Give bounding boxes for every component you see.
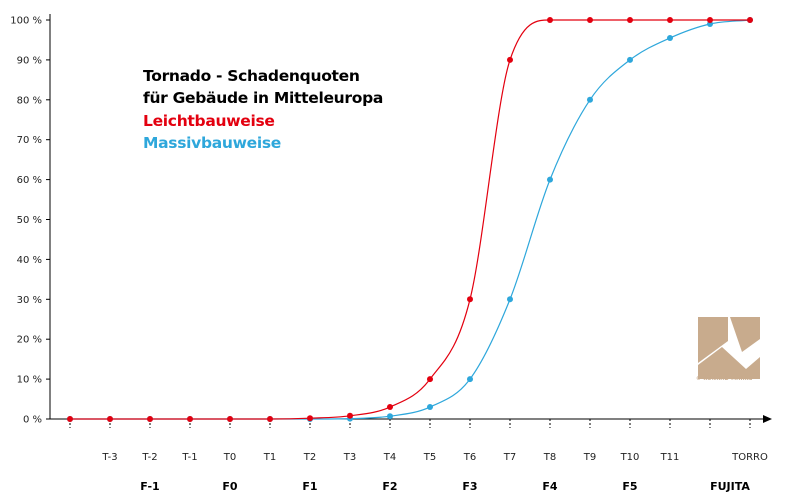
labels-layer: 0 % 10 % 20 % 30 % 40 % 50 % 60 % 70 % 80 % 90 % 1… (10, 16, 768, 494)
data-point-massivbauweise (667, 34, 673, 41)
x-tick-label: T0 (223, 452, 236, 463)
x-tick-label: T1 (263, 452, 276, 463)
data-point-leichtbauweise (107, 416, 113, 422)
legend-series-massivbauweise: Massivbauweise (143, 134, 282, 152)
data-point-leichtbauweise (347, 412, 353, 419)
x-tick-label: T10 (620, 452, 640, 463)
data-point-massivbauweise (427, 404, 433, 411)
x-tick-label: T6 (463, 452, 476, 463)
data-point-leichtbauweise (467, 296, 473, 303)
y-tick-label: 60 % (17, 175, 42, 186)
y-tick-label: 20 % (17, 335, 42, 346)
data-point-leichtbauweise (187, 416, 193, 422)
fujita-label: F4 (542, 480, 558, 493)
x-tick-label: T4 (383, 452, 396, 463)
x-tick-label: T7 (503, 452, 516, 463)
x-tick-label: T8 (543, 452, 556, 463)
fujita-label: F1 (302, 480, 317, 493)
fujita-label: F-1 (140, 480, 159, 493)
data-point-leichtbauweise (627, 17, 633, 23)
data-point-leichtbauweise (67, 416, 73, 422)
data-point-leichtbauweise (387, 404, 393, 411)
data-point-massivbauweise (587, 96, 593, 103)
y-tick-label: 40 % (17, 255, 42, 266)
x-tick-label: T-2 (141, 452, 157, 463)
x-tick-label: T11 (660, 452, 680, 463)
x-tick-label: T3 (343, 452, 356, 463)
y-tick-label: 90 % (17, 55, 42, 66)
konrad-marks-logo-icon (698, 317, 760, 379)
data-point-leichtbauweise (587, 17, 593, 23)
fujita-label: F3 (462, 480, 477, 493)
data-point-leichtbauweise (707, 17, 713, 23)
data-point-massivbauweise (507, 296, 513, 303)
fujita-label: F0 (222, 480, 238, 493)
data-point-leichtbauweise (147, 416, 153, 422)
data-point-leichtbauweise (547, 17, 553, 23)
x-tick-label: T-3 (101, 452, 117, 463)
data-point-massivbauweise (387, 413, 393, 420)
data-point-massivbauweise (627, 56, 633, 63)
x-tick-label: TORRO (731, 452, 768, 463)
series-layer (67, 17, 753, 422)
data-point-massivbauweise (467, 376, 473, 383)
x-tick-label: T2 (303, 452, 316, 463)
data-point-leichtbauweise (667, 17, 673, 23)
data-point-leichtbauweise (227, 416, 233, 422)
y-tick-label: 10 % (17, 375, 42, 386)
y-tick-label: 80 % (17, 95, 42, 106)
y-tick-label: 50 % (17, 215, 42, 226)
x-tick-label: T5 (423, 452, 436, 463)
fujita-label: F2 (382, 480, 397, 493)
data-point-leichtbauweise (507, 56, 513, 63)
chart-title-line-1: Tornado - Schadenquoten (143, 67, 360, 85)
y-tick-label: 30 % (17, 295, 42, 306)
x-axis-arrow-icon (763, 415, 772, 423)
y-tick-label: 70 % (17, 135, 42, 146)
fujita-label: FUJITA (710, 480, 750, 493)
y-tick-label: 100 % (10, 16, 42, 27)
data-point-massivbauweise (547, 176, 553, 183)
data-point-leichtbauweise (427, 376, 433, 383)
x-tick-label: T-1 (181, 452, 197, 463)
y-tick-label: 0 % (23, 415, 42, 426)
data-point-leichtbauweise (307, 415, 313, 422)
data-point-leichtbauweise (267, 416, 273, 422)
chart-title-line-2: für Gebäude in Mitteleuropa (143, 89, 384, 107)
x-tick-label: T9 (583, 452, 596, 463)
logo-copyright-text: © KONRAD MARKS (696, 376, 753, 382)
legend-series-leichtbauweise: Leichtbauweise (143, 112, 275, 130)
fujita-label: F5 (622, 480, 637, 493)
data-point-leichtbauweise (747, 17, 753, 23)
